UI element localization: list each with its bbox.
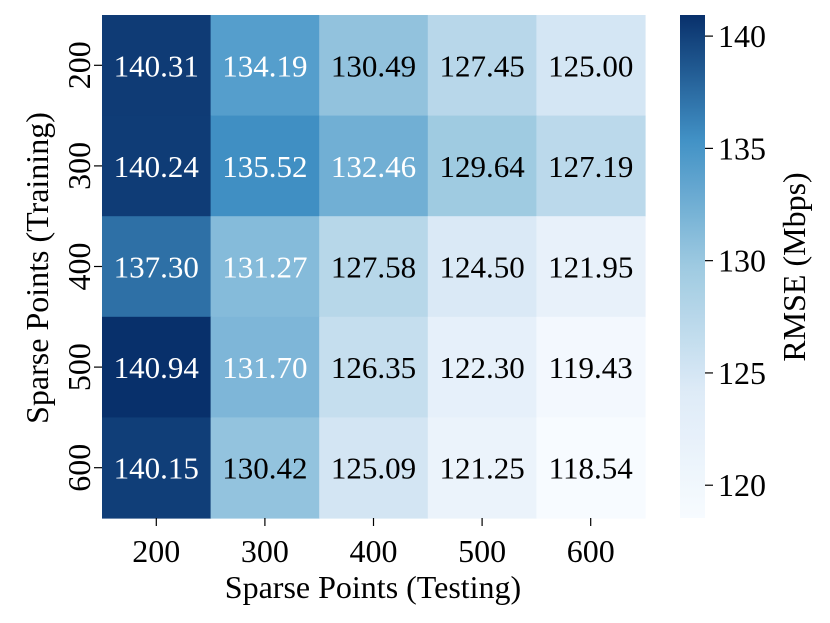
cell-value-label: 125.00 bbox=[548, 48, 633, 83]
heatmap-cell bbox=[102, 216, 212, 318]
colorbar-tick-label: 130 bbox=[718, 243, 766, 279]
cell-value-label: 140.94 bbox=[114, 350, 200, 385]
heatmap-cell bbox=[210, 417, 320, 519]
cell-value-label: 129.64 bbox=[439, 149, 525, 184]
heatmap-cell bbox=[102, 15, 212, 117]
cell-value-label: 127.45 bbox=[439, 48, 524, 83]
y-tick-label: 600 bbox=[61, 444, 97, 492]
heatmap-cell bbox=[536, 316, 646, 418]
y-tick-label: 400 bbox=[61, 243, 97, 291]
heatmap-cell bbox=[427, 115, 537, 217]
colorbar-tick-label: 125 bbox=[718, 355, 766, 391]
cell-value-label: 118.54 bbox=[549, 451, 634, 486]
heatmap-cell bbox=[210, 115, 320, 217]
cell-value-label: 140.31 bbox=[114, 48, 199, 83]
x-tick-label: 200 bbox=[132, 533, 180, 569]
colorbar-label: RMSE (Mbps) bbox=[776, 172, 812, 361]
heatmap-cell bbox=[427, 316, 537, 418]
heatmap-cell bbox=[102, 115, 212, 217]
cell-value-label: 137.30 bbox=[114, 250, 199, 285]
cell-value-label: 121.25 bbox=[439, 451, 524, 486]
heatmap-cell bbox=[536, 417, 646, 519]
cell-value-label: 131.27 bbox=[222, 250, 307, 285]
colorbar bbox=[680, 15, 705, 518]
cell-value-label: 119.43 bbox=[549, 350, 633, 385]
heatmap-cell bbox=[319, 316, 429, 418]
y-axis-ticks: 200 300 400 500 600 bbox=[61, 41, 102, 492]
cell-value-label: 134.19 bbox=[222, 48, 307, 83]
x-tick-label: 300 bbox=[241, 533, 289, 569]
cell-value-label: 122.30 bbox=[439, 350, 524, 385]
heatmap-cell bbox=[427, 216, 537, 318]
heatmap-cell bbox=[319, 216, 429, 318]
x-tick-label: 500 bbox=[458, 533, 506, 569]
heatmap-cell bbox=[427, 417, 537, 519]
cell-value-label: 131.70 bbox=[222, 350, 307, 385]
heatmap-cell bbox=[536, 216, 646, 318]
y-tick-label: 300 bbox=[61, 142, 97, 190]
cell-value-label: 130.49 bbox=[331, 48, 416, 83]
cell-value-label: 140.24 bbox=[114, 149, 200, 184]
heatmap-cell bbox=[210, 316, 320, 418]
cell-value-label: 121.95 bbox=[548, 250, 633, 285]
heatmap-cell bbox=[427, 15, 537, 117]
x-axis-ticks: 200 300 400 500 600 bbox=[132, 518, 615, 569]
colorbar-tick-label: 140 bbox=[718, 18, 766, 54]
cell-value-label: 127.58 bbox=[331, 250, 416, 285]
colorbar-tick-label: 120 bbox=[718, 467, 766, 503]
y-axis-label: Sparse Points (Training) bbox=[19, 112, 55, 424]
cell-value-label: 130.42 bbox=[222, 451, 307, 486]
heatmap-cell bbox=[102, 316, 212, 418]
cell-value-label: 125.09 bbox=[331, 451, 416, 486]
x-tick-label: 600 bbox=[567, 533, 615, 569]
heatmap-cell bbox=[536, 15, 646, 117]
cell-value-label: 127.19 bbox=[548, 149, 633, 184]
cell-value-labels: 140.31 134.19 130.49 127.45 125.00 140.24 135.… bbox=[114, 48, 634, 485]
y-tick-label: 500 bbox=[61, 343, 97, 391]
colorbar-ticks: 120 125 130 135 140 bbox=[705, 18, 766, 503]
cell-value-label: 140.15 bbox=[114, 451, 199, 486]
heatmap-cells bbox=[102, 15, 646, 519]
heatmap-cell bbox=[319, 15, 429, 117]
heatmap-cell bbox=[319, 115, 429, 217]
heatmap-cell bbox=[210, 15, 320, 117]
x-tick-label: 400 bbox=[350, 533, 398, 569]
heatmap-cell bbox=[102, 417, 212, 519]
cell-value-label: 135.52 bbox=[222, 149, 307, 184]
colorbar-tick-label: 135 bbox=[718, 130, 766, 166]
heatmap-cell bbox=[319, 417, 429, 519]
heatmap-cell bbox=[210, 216, 320, 318]
x-axis-label: Sparse Points (Testing) bbox=[225, 569, 521, 605]
cell-value-label: 124.50 bbox=[439, 250, 524, 285]
cell-value-label: 126.35 bbox=[331, 350, 416, 385]
heatmap-cell bbox=[536, 115, 646, 217]
cell-value-label: 132.46 bbox=[331, 149, 416, 184]
y-tick-label: 200 bbox=[61, 41, 97, 89]
